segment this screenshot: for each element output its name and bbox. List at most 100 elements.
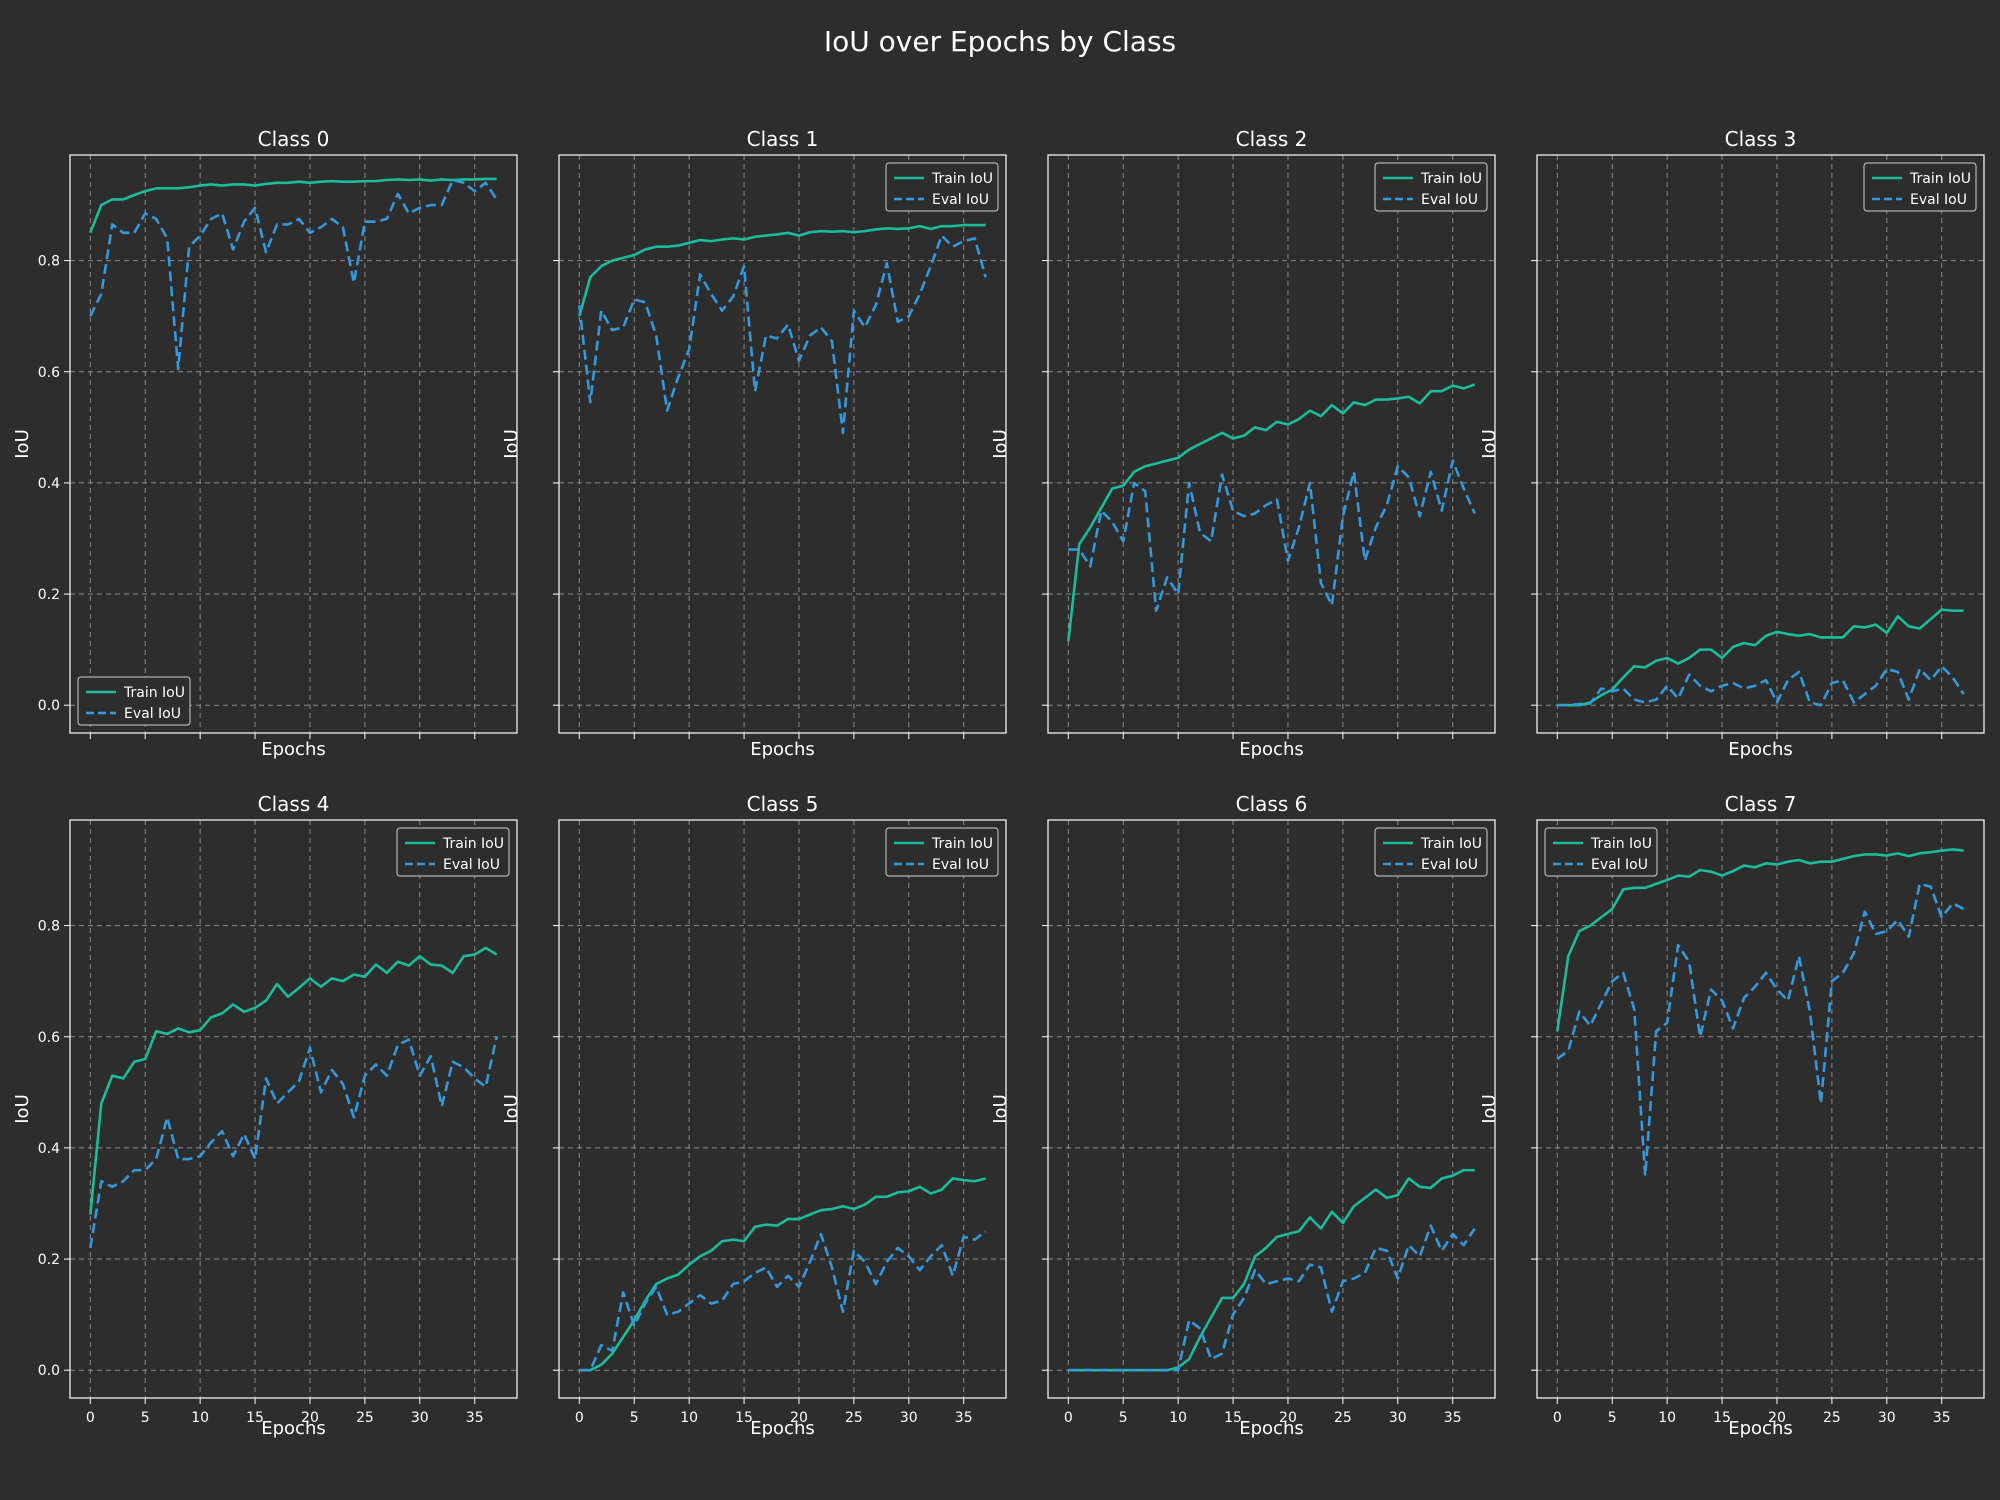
x-tick-label: 0: [1553, 1410, 1562, 1426]
x-tick-label: 30: [1389, 1410, 1407, 1426]
y-tick-label: 0.2: [38, 1252, 60, 1268]
x-tick-label: 30: [411, 1410, 429, 1426]
x-tick-label: 35: [466, 1410, 484, 1426]
legend-train-label: Train IoU: [1420, 171, 1482, 187]
train-iou-line: [89, 177, 497, 234]
subplot-title: Class 5: [747, 792, 819, 816]
subplot-title: Class 1: [747, 127, 819, 151]
x-tick-label: 25: [1334, 1410, 1352, 1426]
y-axis-label: IoU: [12, 1094, 33, 1124]
x-tick-label: 35: [1933, 1410, 1951, 1426]
x-axis-label: Epochs: [750, 1418, 815, 1439]
x-tick-label: 15: [246, 1410, 264, 1426]
legend-train-label: Train IoU: [442, 836, 504, 852]
x-tick-label: 5: [1608, 1410, 1617, 1426]
y-tick-label: 0.8: [38, 254, 60, 270]
eval-iou-line: [578, 234, 987, 435]
x-tick-label: 20: [1279, 1410, 1297, 1426]
x-tick-label: 15: [1224, 1410, 1242, 1426]
train-iou-line: [1557, 608, 1964, 707]
eval-iou-line: [1068, 459, 1476, 613]
subplot-title: Class 6: [1236, 792, 1308, 816]
x-tick-label: 0: [86, 1410, 95, 1426]
x-tick-label: 10: [1169, 1410, 1187, 1426]
x-tick-label: 20: [790, 1410, 808, 1426]
eval-iou-line: [579, 1230, 987, 1372]
legend-train-label: Train IoU: [931, 836, 993, 852]
x-tick-label: 30: [900, 1410, 918, 1426]
legend-eval-label: Eval IoU: [124, 706, 181, 722]
legend-eval-label: Eval IoU: [443, 857, 500, 873]
legend-eval-label: Eval IoU: [1421, 192, 1478, 208]
legend-train-label: Train IoU: [931, 171, 993, 187]
axes-frame: [1536, 819, 1985, 1399]
y-axis-label: IoU: [990, 1094, 1011, 1124]
x-tick-label: 5: [141, 1410, 150, 1426]
eval-iou-line: [89, 1036, 498, 1249]
y-axis-label: IoU: [990, 429, 1011, 459]
legend-train-label: Train IoU: [1590, 836, 1652, 852]
x-tick-label: 15: [735, 1410, 753, 1426]
x-tick-label: 10: [191, 1410, 209, 1426]
x-tick-label: 0: [575, 1410, 584, 1426]
x-axis-label: Epochs: [750, 739, 815, 760]
axes-frame: [558, 154, 1007, 734]
axes-frame: [1536, 154, 1985, 734]
x-axis-label: Epochs: [1728, 739, 1793, 760]
x-tick-label: 25: [1823, 1410, 1841, 1426]
y-tick-label: 0.0: [38, 698, 60, 714]
axes-frame: [558, 819, 1007, 1399]
y-tick-label: 0.2: [38, 587, 60, 603]
x-tick-label: 35: [1444, 1410, 1462, 1426]
eval-iou-line: [1557, 665, 1965, 707]
y-tick-label: 0.0: [38, 1363, 60, 1379]
y-tick-label: 0.6: [38, 365, 60, 381]
x-axis-label: Epochs: [261, 1418, 326, 1439]
axes-frame: [1047, 154, 1496, 734]
eval-iou-line: [1068, 1224, 1476, 1372]
figure-title: IoU over Epochs by Class: [824, 25, 1176, 58]
y-axis-label: IoU: [1479, 1094, 1500, 1124]
legend-train-label: Train IoU: [1420, 836, 1482, 852]
x-axis-label: Epochs: [1239, 739, 1304, 760]
y-axis-label: IoU: [501, 429, 522, 459]
x-tick-label: 35: [955, 1410, 973, 1426]
legend-eval-label: Eval IoU: [1421, 857, 1478, 873]
legend-eval-label: Eval IoU: [932, 857, 989, 873]
x-axis-label: Epochs: [1239, 1418, 1304, 1439]
eval-iou-line: [1556, 882, 1965, 1177]
y-axis-label: IoU: [1479, 429, 1500, 459]
x-tick-label: 5: [1119, 1410, 1128, 1426]
axes-frame: [69, 819, 518, 1399]
x-tick-label: 25: [356, 1410, 374, 1426]
subplot-title: Class 3: [1725, 127, 1797, 151]
eval-iou-line: [89, 178, 498, 371]
y-tick-label: 0.4: [38, 476, 60, 492]
axes-frame: [69, 154, 518, 734]
x-axis-label: Epochs: [261, 739, 326, 760]
x-tick-label: 15: [1713, 1410, 1731, 1426]
subplot-title: Class 2: [1236, 127, 1308, 151]
legend-train-label: Train IoU: [1909, 171, 1971, 187]
x-tick-label: 5: [630, 1410, 639, 1426]
y-axis-label: IoU: [12, 429, 33, 459]
x-axis-label: Epochs: [1728, 1418, 1793, 1439]
train-iou-line: [1067, 383, 1476, 642]
x-tick-label: 10: [1658, 1410, 1676, 1426]
x-tick-label: 30: [1878, 1410, 1896, 1426]
x-tick-label: 20: [301, 1410, 319, 1426]
legend-eval-label: Eval IoU: [1910, 192, 1967, 208]
legend-eval-label: Eval IoU: [1591, 857, 1648, 873]
legend-eval-label: Eval IoU: [932, 192, 989, 208]
x-tick-label: 20: [1768, 1410, 1786, 1426]
subplot-title: Class 7: [1725, 792, 1797, 816]
subplot-title: Class 4: [258, 792, 330, 816]
train-iou-line: [579, 1177, 986, 1372]
train-iou-line: [89, 946, 498, 1215]
y-tick-label: 0.4: [38, 1141, 60, 1157]
y-tick-label: 0.8: [38, 919, 60, 935]
x-tick-label: 25: [845, 1410, 863, 1426]
y-tick-label: 0.6: [38, 1030, 60, 1046]
